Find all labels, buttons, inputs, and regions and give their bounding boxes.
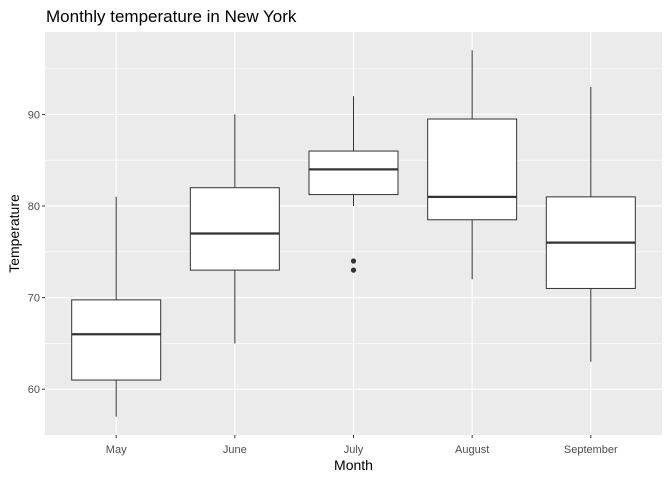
- x-axis-ticks: May June July August September: [106, 435, 618, 456]
- box-june: [189, 114, 280, 344]
- box-body: [71, 299, 162, 381]
- box-body: [189, 187, 280, 271]
- box-may: [71, 196, 162, 417]
- y-tick-label: 80: [28, 201, 40, 213]
- x-tick-label: June: [223, 444, 247, 456]
- box-september: [545, 86, 636, 362]
- y-tick-label: 60: [28, 384, 40, 396]
- x-tick-label: September: [564, 444, 618, 456]
- box-july: [308, 96, 399, 273]
- y-tick-label: 90: [28, 109, 40, 121]
- box-layer: [71, 50, 636, 417]
- y-tick-label: 70: [28, 293, 40, 305]
- box-body: [427, 118, 518, 221]
- x-tick-label: May: [106, 444, 127, 456]
- x-axis-title: Month: [334, 457, 373, 473]
- chart-title: Monthly temperature in New York: [46, 7, 297, 26]
- y-axis-ticks: 60 70 80 90: [28, 109, 45, 396]
- x-tick-label: July: [344, 444, 364, 456]
- outlier-point: [350, 267, 357, 273]
- y-axis-title: Temperature: [6, 194, 22, 273]
- outlier-point: [350, 258, 357, 264]
- x-tick-label: August: [455, 444, 489, 456]
- box-body: [308, 150, 399, 196]
- box-august: [427, 50, 518, 280]
